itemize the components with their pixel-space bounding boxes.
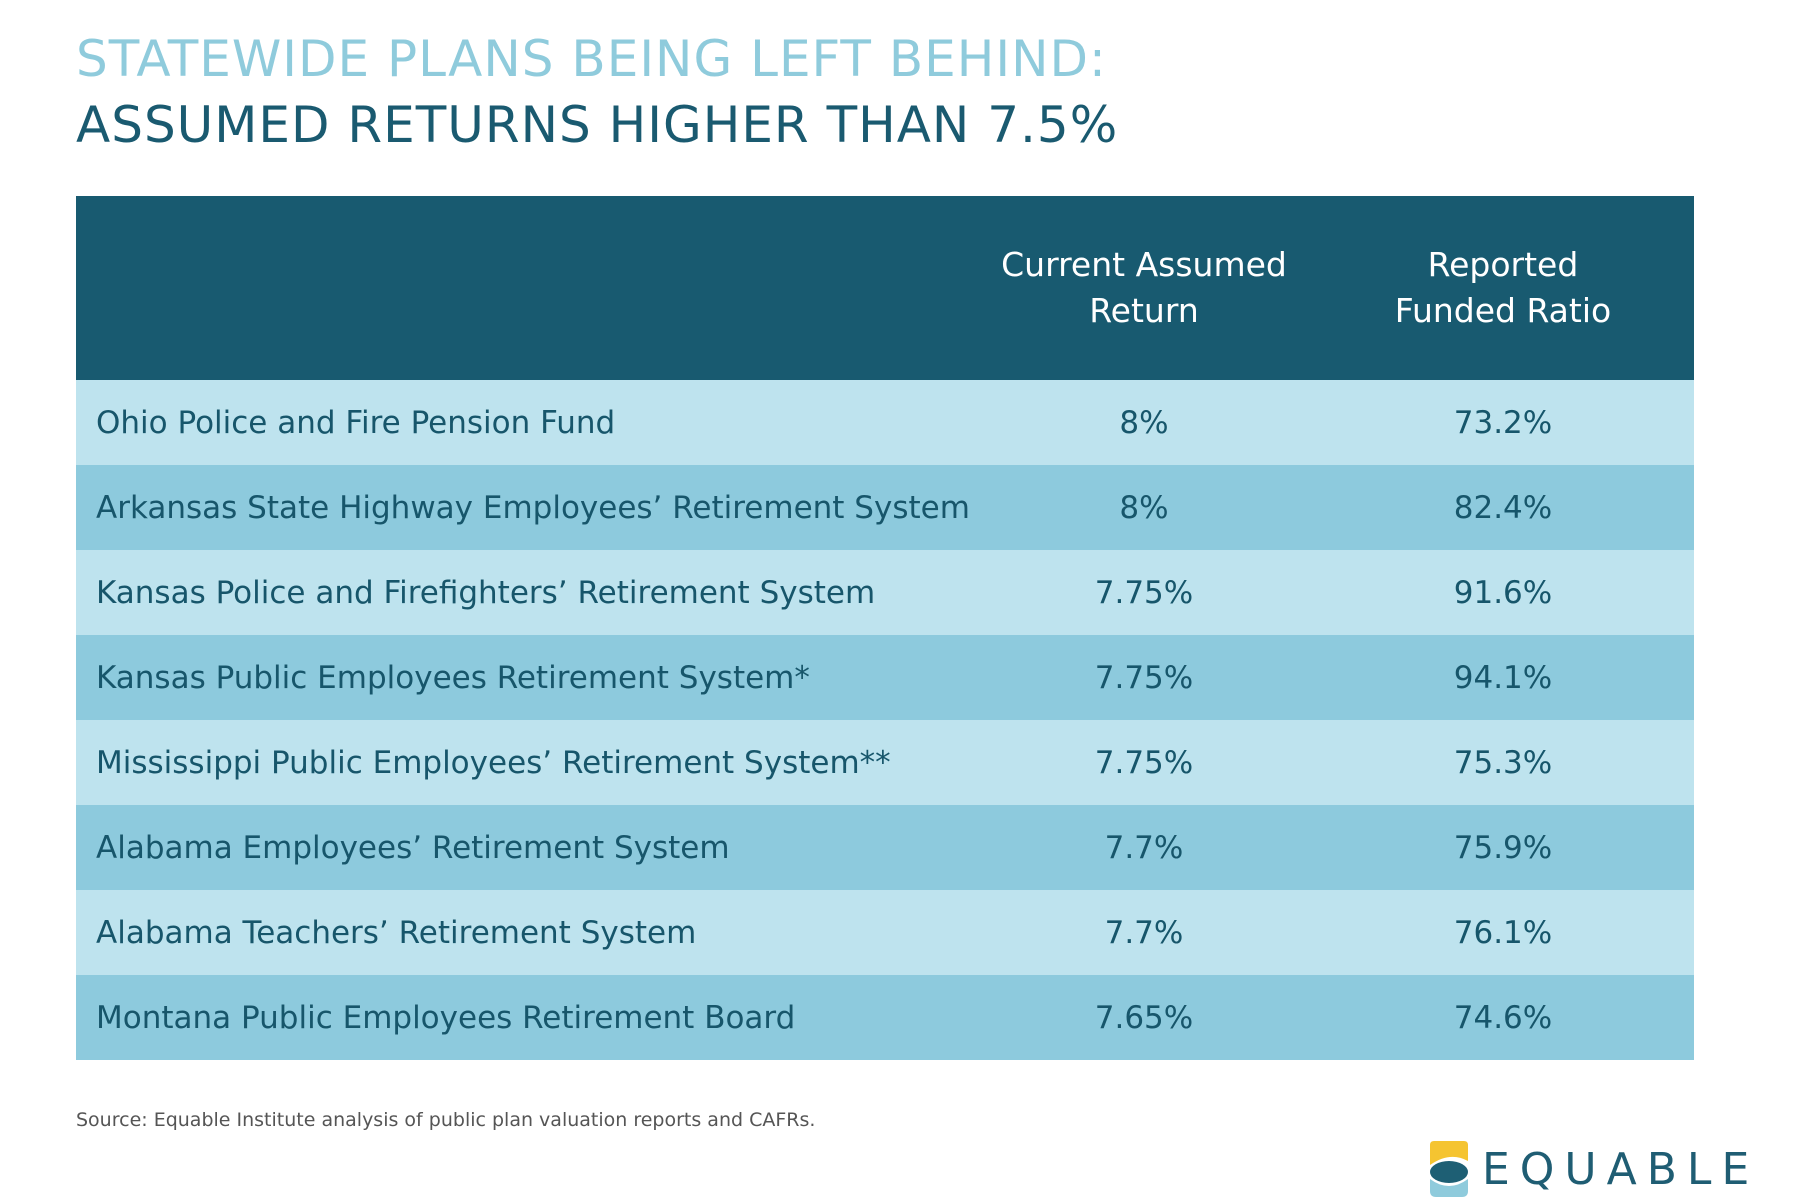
logo-text: EQUABLE	[1482, 1143, 1760, 1195]
assumed-return-cell: 7.75%	[1094, 574, 1194, 611]
equable-logo: EQUABLE	[1428, 1138, 1759, 1200]
table-row: Alabama Employees’ Retirement System 7.7%…	[76, 805, 1694, 890]
assumed-return-cell: 8%	[1119, 404, 1169, 441]
funded-ratio-cell: 75.3%	[1453, 744, 1553, 781]
funded-ratio-cell: 94.1%	[1453, 659, 1553, 696]
table-row: Kansas Public Employees Retirement Syste…	[76, 635, 1694, 720]
assumed-return-cell: 8%	[1119, 489, 1169, 526]
funded-ratio-cell: 91.6%	[1453, 574, 1553, 611]
assumed-return-cell: 7.75%	[1094, 744, 1194, 781]
plan-name-cell: Kansas Police and Firefighters’ Retireme…	[96, 574, 876, 611]
table-header: Current Assumed Return Reported Funded R…	[76, 196, 1694, 380]
funded-ratio-cell: 73.2%	[1453, 404, 1553, 441]
table-row: Kansas Police and Firefighters’ Retireme…	[76, 550, 1694, 635]
equable-logo-icon	[1430, 1141, 1468, 1197]
data-table: Current Assumed Return Reported Funded R…	[76, 196, 1694, 1060]
table-row: Montana Public Employees Retirement Boar…	[76, 975, 1694, 1060]
chart-title-line2: ASSUMED RETURNS HIGHER THAN 7.5%	[76, 96, 1119, 154]
source-note: Source: Equable Institute analysis of pu…	[76, 1109, 816, 1131]
funded-ratio-cell: 74.6%	[1453, 999, 1553, 1036]
chart-title-line1: STATEWIDE PLANS BEING LEFT BEHIND:	[76, 30, 1107, 88]
table-row: Alabama Teachers’ Retirement System 7.7% 7…	[76, 890, 1694, 975]
column-header-funded-ratio: Reported Funded Ratio	[1394, 245, 1612, 330]
assumed-return-cell: 7.7%	[1104, 914, 1184, 951]
funded-ratio-cell: 76.1%	[1453, 914, 1553, 951]
table-row: Ohio Police and Fire Pension Fund 8% 73.2%	[76, 380, 1694, 465]
plan-name-cell: Mississippi Public Employees’ Retirement…	[96, 744, 891, 781]
table-body: Ohio Police and Fire Pension Fund 8% 73.2%…	[76, 380, 1694, 1060]
plan-name-cell: Kansas Public Employees Retirement Syste…	[96, 659, 810, 696]
funded-ratio-cell: 82.4%	[1453, 489, 1553, 526]
column-header-assumed-return: Current Assumed Return	[1001, 245, 1287, 330]
plan-name-cell: Arkansas State Highway Employees’ Retire…	[96, 489, 970, 526]
plan-name-cell: Alabama Teachers’ Retirement System	[96, 914, 697, 951]
table-row: Arkansas State Highway Employees’ Retire…	[76, 465, 1694, 550]
plan-name-cell: Montana Public Employees Retirement Boar…	[96, 999, 796, 1036]
plan-name-cell: Alabama Employees’ Retirement System	[96, 829, 730, 866]
assumed-return-cell: 7.7%	[1104, 829, 1184, 866]
assumed-return-cell: 7.65%	[1094, 999, 1194, 1036]
funded-ratio-cell: 75.9%	[1453, 829, 1553, 866]
plan-name-cell: Ohio Police and Fire Pension Fund	[96, 404, 616, 441]
table-row: Mississippi Public Employees’ Retirement…	[76, 720, 1694, 805]
assumed-return-cell: 7.75%	[1094, 659, 1194, 696]
